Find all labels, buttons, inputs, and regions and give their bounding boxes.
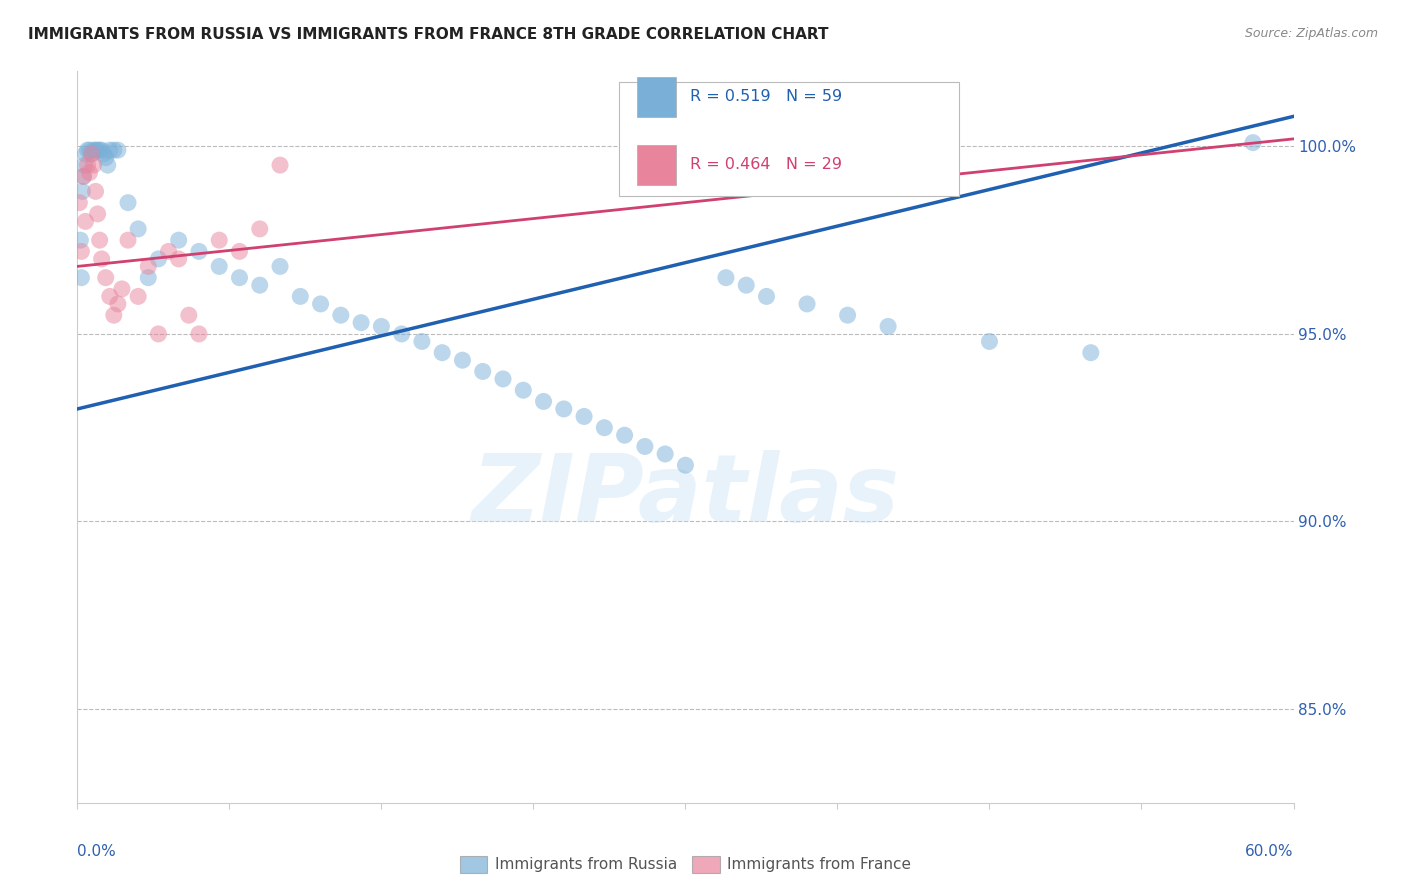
Point — [98, 289, 121, 303]
Point — [89, 233, 111, 247]
Point — [73, 158, 96, 172]
Point — [512, 383, 534, 397]
Point — [157, 244, 180, 259]
Point — [117, 233, 139, 247]
Point — [451, 353, 474, 368]
Point — [103, 308, 125, 322]
Text: Source: ZipAtlas.com: Source: ZipAtlas.com — [1244, 27, 1378, 40]
Point — [370, 319, 392, 334]
Point — [430, 345, 453, 359]
Point — [228, 244, 250, 259]
Point — [755, 289, 778, 303]
Point — [94, 151, 117, 165]
Point — [72, 169, 94, 184]
Point — [553, 401, 575, 416]
Text: R = 0.464   N = 29: R = 0.464 N = 29 — [690, 157, 842, 172]
Point — [654, 447, 676, 461]
FancyBboxPatch shape — [637, 145, 676, 185]
Point — [127, 222, 149, 236]
Point — [136, 260, 159, 274]
Point — [188, 244, 211, 259]
Point — [127, 289, 149, 303]
Point — [1080, 345, 1102, 359]
Point — [117, 195, 139, 210]
Point — [290, 289, 312, 303]
Point — [94, 270, 117, 285]
FancyBboxPatch shape — [619, 82, 959, 195]
Point — [796, 297, 818, 311]
Point — [1241, 136, 1264, 150]
Point — [75, 147, 97, 161]
Text: 0.0%: 0.0% — [77, 845, 117, 859]
Point — [69, 233, 91, 247]
Point — [148, 252, 170, 266]
Point — [167, 252, 190, 266]
Point — [93, 147, 115, 161]
Point — [269, 260, 291, 274]
Point — [80, 147, 103, 161]
Point — [208, 233, 231, 247]
Point — [329, 308, 352, 322]
Point — [208, 260, 231, 274]
Point — [107, 297, 129, 311]
Point — [593, 420, 616, 434]
Point — [90, 143, 112, 157]
Point — [735, 278, 758, 293]
Point — [72, 185, 94, 199]
Point — [80, 147, 103, 161]
Point — [79, 143, 101, 157]
Point — [613, 428, 636, 442]
Legend: Immigrants from Russia, Immigrants from France: Immigrants from Russia, Immigrants from … — [453, 849, 918, 880]
Point — [111, 282, 134, 296]
Point — [228, 270, 250, 285]
Point — [136, 270, 159, 285]
Point — [877, 319, 900, 334]
Point — [269, 158, 291, 172]
Point — [309, 297, 332, 311]
Point — [837, 308, 859, 322]
Point — [70, 270, 93, 285]
Point — [471, 364, 494, 378]
Point — [83, 158, 105, 172]
Point — [84, 143, 107, 157]
Text: 60.0%: 60.0% — [1246, 845, 1294, 859]
Point — [76, 143, 98, 157]
Point — [675, 458, 697, 473]
Point — [249, 222, 271, 236]
Point — [83, 143, 105, 157]
Point — [249, 278, 271, 293]
Point — [107, 143, 129, 157]
Point — [148, 326, 170, 341]
Point — [67, 195, 90, 210]
Text: IMMIGRANTS FROM RUSSIA VS IMMIGRANTS FROM FRANCE 8TH GRADE CORRELATION CHART: IMMIGRANTS FROM RUSSIA VS IMMIGRANTS FRO… — [28, 27, 828, 42]
Text: ZIPatlas: ZIPatlas — [471, 450, 900, 541]
Point — [79, 166, 101, 180]
Point — [72, 169, 94, 184]
Text: R = 0.519   N = 59: R = 0.519 N = 59 — [690, 89, 842, 104]
Point — [103, 143, 125, 157]
Point — [167, 233, 190, 247]
Point — [411, 334, 433, 349]
Point — [70, 244, 93, 259]
Point — [98, 143, 121, 157]
Point — [97, 158, 120, 172]
Point — [76, 158, 98, 172]
Point — [177, 308, 200, 322]
Point — [391, 326, 413, 341]
Point — [350, 316, 373, 330]
Point — [86, 207, 108, 221]
Point — [979, 334, 1001, 349]
FancyBboxPatch shape — [637, 78, 676, 118]
Point — [188, 326, 211, 341]
Point — [90, 252, 112, 266]
Point — [86, 143, 108, 157]
Point — [84, 185, 107, 199]
Point — [89, 143, 111, 157]
Point — [714, 270, 737, 285]
Point — [572, 409, 595, 424]
Point — [75, 214, 97, 228]
Point — [634, 440, 657, 454]
Point — [492, 372, 515, 386]
Point — [533, 394, 555, 409]
